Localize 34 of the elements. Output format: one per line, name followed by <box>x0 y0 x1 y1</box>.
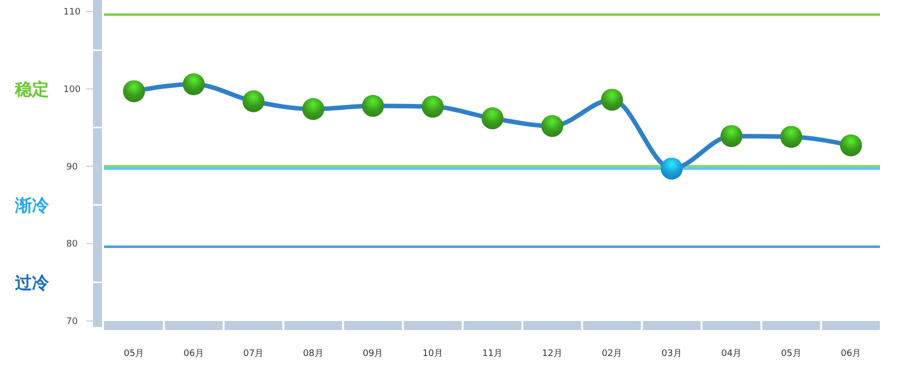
point <box>780 126 802 148</box>
point <box>482 107 504 130</box>
point <box>541 115 564 138</box>
point <box>123 80 145 102</box>
y-tick-label: 100 <box>63 84 81 95</box>
text: 渐冷 <box>14 196 50 216</box>
x-tick-label: 05月 <box>124 349 144 359</box>
x-tick-label: 09月 <box>362 349 384 359</box>
x-tick-label: 04月 <box>721 349 742 359</box>
point <box>242 90 264 112</box>
point <box>182 73 205 96</box>
x-tick-label: 11月 <box>482 349 503 359</box>
y-tick-label: 110 <box>63 8 81 18</box>
x-tick-label: 12月 <box>542 349 562 359</box>
point <box>840 134 862 156</box>
x-tick-label: 03月 <box>662 349 682 359</box>
point <box>720 125 742 148</box>
y-tick-label: 70 <box>66 317 78 327</box>
x-tick-label: 06月 <box>184 349 204 359</box>
text: 稳定 <box>14 80 49 100</box>
point <box>302 98 324 120</box>
y-tick-label: 90 <box>66 162 78 172</box>
point <box>601 88 623 111</box>
x-tick-label: 10月 <box>422 349 443 359</box>
y-tick-label: 80 <box>66 240 78 250</box>
x-tick-label: 07月 <box>243 349 264 359</box>
point <box>660 158 683 180</box>
x-tick-label: 02月 <box>602 349 622 359</box>
x-tick-label: 06月 <box>840 349 862 359</box>
x-tick-label: 05月 <box>781 349 802 359</box>
point <box>362 94 384 117</box>
x-tick-label: 08月 <box>303 349 324 359</box>
text: 过冷 <box>14 273 50 294</box>
point <box>422 96 444 118</box>
